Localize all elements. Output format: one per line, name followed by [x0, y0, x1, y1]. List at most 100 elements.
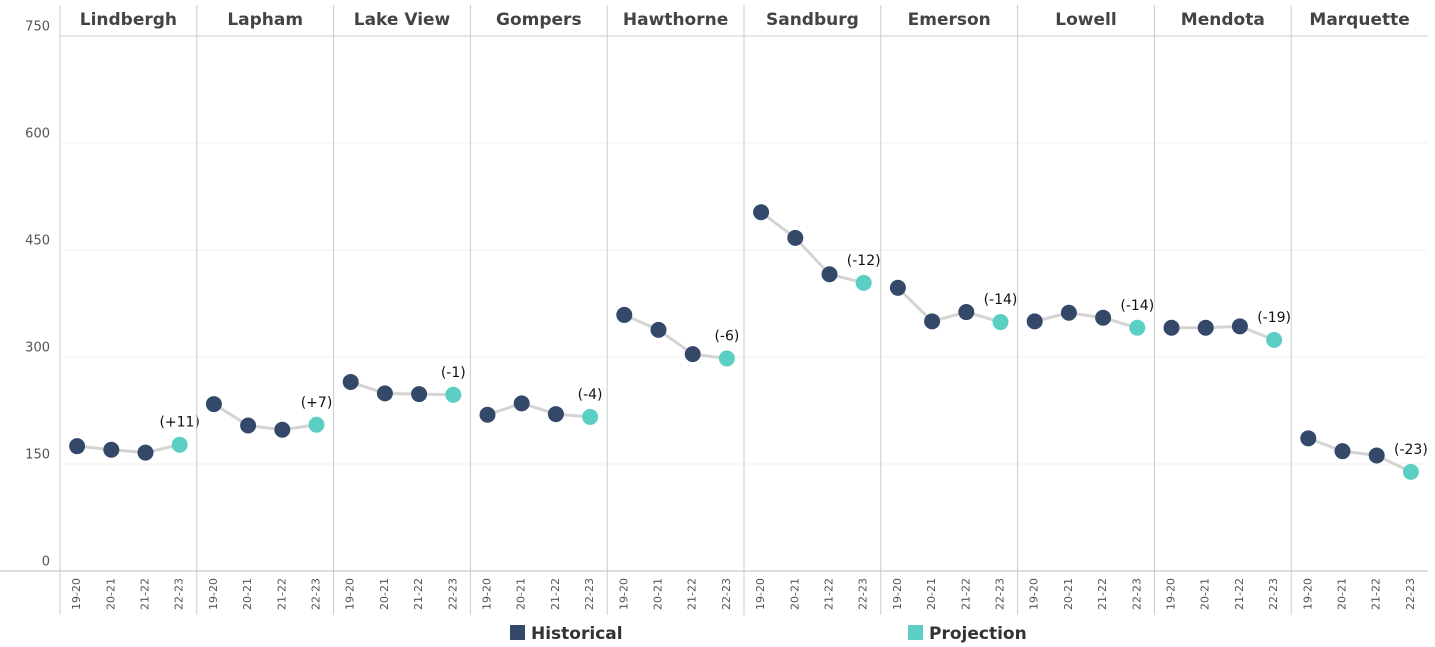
x-tick-label: 21-22 [1370, 578, 1383, 610]
panel-title: Marquette [1309, 10, 1409, 30]
x-tick-label: 20-21 [788, 578, 801, 610]
change-annotation: (-14) [984, 292, 1018, 308]
panel-title: Sandburg [766, 10, 859, 30]
panel-title: Lowell [1055, 10, 1116, 30]
historical-point [411, 386, 428, 403]
x-tick-label: 20-21 [1336, 578, 1349, 610]
projection-point [582, 408, 599, 425]
projection-point [445, 386, 462, 403]
x-tick-label: 19-20 [70, 578, 83, 610]
projection-point [718, 350, 735, 367]
historical-point [1163, 319, 1180, 336]
historical-point [787, 229, 804, 246]
x-tick-label: 22-23 [1130, 578, 1143, 610]
historical-point [1231, 318, 1248, 335]
x-tick-label: 20-21 [652, 578, 665, 610]
legend-label: Historical [531, 624, 623, 644]
x-tick-label: 21-22 [1096, 578, 1109, 610]
y-tick-label: 750 [25, 20, 50, 35]
historical-point [240, 417, 257, 434]
historical-point [342, 373, 359, 390]
historical-point [1300, 430, 1317, 447]
historical-point [1026, 313, 1043, 330]
historical-point [547, 406, 564, 423]
x-tick-label: 22-23 [583, 578, 596, 610]
historical-point [479, 406, 496, 423]
historical-point [1095, 309, 1112, 326]
x-tick-label: 21-22 [959, 578, 972, 610]
connector-line [623, 313, 728, 360]
connector-line [76, 443, 181, 455]
panel-title: Hawthorne [623, 10, 728, 30]
panel-title: Gompers [496, 10, 582, 30]
x-tick-label: 22-23 [720, 578, 733, 610]
historical-point [650, 321, 667, 338]
connector-line [213, 402, 317, 432]
historical-point [103, 441, 120, 458]
connector-line [1307, 436, 1412, 474]
x-tick-label: 20-21 [1199, 578, 1212, 610]
y-tick-label: 600 [25, 127, 50, 142]
x-tick-label: 22-23 [1267, 578, 1280, 610]
x-tick-label: 22-23 [310, 578, 323, 610]
x-tick-label: 20-21 [925, 578, 938, 610]
x-tick-label: 21-22 [686, 578, 699, 610]
historical-point [69, 438, 86, 455]
connector-line [487, 401, 591, 419]
historical-point [513, 395, 530, 412]
historical-point [889, 279, 906, 296]
y-tick-label: 300 [25, 341, 50, 356]
projection-point [171, 436, 188, 453]
historical-point [274, 421, 291, 438]
x-tick-label: 22-23 [857, 578, 870, 610]
x-tick-label: 19-20 [754, 578, 767, 610]
historical-point [821, 266, 838, 283]
connector-line [1034, 311, 1138, 330]
change-annotation: (+7) [301, 395, 333, 411]
historical-point [1368, 447, 1385, 464]
x-tick-label: 20-21 [104, 578, 117, 610]
change-annotation: (-14) [1120, 298, 1154, 314]
change-annotation: (-6) [714, 328, 739, 344]
panel-title: Mendota [1181, 10, 1265, 30]
historical-point [137, 444, 154, 461]
panel-title: Lindbergh [80, 10, 177, 30]
x-tick-label: 22-23 [446, 578, 459, 610]
x-tick-label: 21-22 [823, 578, 836, 610]
change-annotation: (-12) [847, 253, 881, 269]
historical-point [616, 306, 633, 323]
connector-line [760, 210, 865, 285]
panel-title: Lapham [227, 10, 303, 30]
panel-title: Lake View [354, 10, 451, 30]
x-tick-label: 19-20 [481, 578, 494, 610]
change-annotation: (-1) [441, 365, 466, 381]
x-tick-label: 21-22 [139, 578, 152, 610]
legend-label: Projection [929, 624, 1027, 644]
historical-point [205, 396, 222, 413]
change-annotation: (-4) [578, 387, 603, 403]
projection-point [1402, 463, 1419, 480]
projection-point [1129, 319, 1146, 336]
connector-line [350, 380, 454, 397]
projection-point [855, 274, 872, 291]
x-tick-label: 20-21 [378, 578, 391, 610]
y-tick-label: 0 [42, 555, 50, 570]
x-tick-label: 19-20 [344, 578, 357, 610]
historical-point [1334, 443, 1351, 460]
legend-swatch [510, 625, 525, 640]
x-tick-label: 21-22 [275, 578, 288, 610]
x-tick-label: 19-20 [1028, 578, 1041, 610]
change-annotation: (-19) [1257, 310, 1291, 326]
historical-point [684, 346, 701, 363]
historical-point [924, 313, 941, 330]
x-tick-label: 19-20 [207, 578, 220, 610]
projection-point [308, 416, 325, 433]
projection-point [992, 314, 1009, 331]
x-tick-label: 21-22 [412, 578, 425, 610]
panel-title: Emerson [908, 10, 991, 30]
historical-point [753, 204, 770, 221]
change-annotation: (+11) [159, 415, 199, 431]
x-tick-label: 19-20 [891, 578, 904, 610]
x-tick-label: 19-20 [1301, 578, 1314, 610]
